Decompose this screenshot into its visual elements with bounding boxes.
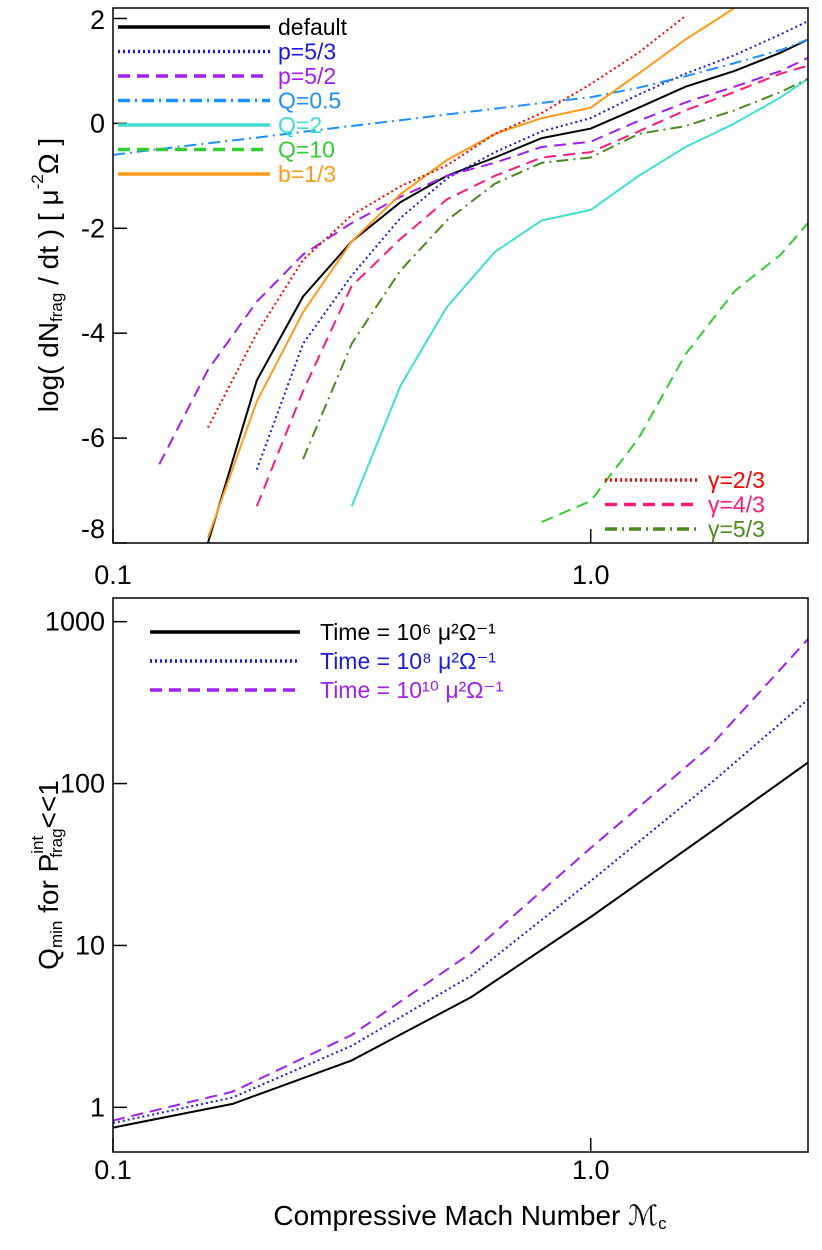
series-line — [255, 20, 808, 470]
x-tick-label: 1.0 — [572, 560, 610, 590]
label-part: / dt ) [ μ — [33, 189, 64, 292]
legend-label: Q=0.5 — [278, 88, 341, 114]
series-line — [113, 698, 808, 1124]
y-tick-label: 10 — [75, 930, 105, 960]
series-line — [113, 638, 808, 1122]
label-part: log( dN — [33, 322, 64, 412]
series-line — [302, 77, 808, 460]
legend-label: p=5/2 — [278, 63, 336, 89]
series-line — [113, 38, 808, 156]
label-part: frag — [47, 293, 66, 322]
label-part: frag — [47, 828, 66, 857]
label-part: -2 — [28, 174, 47, 189]
label-part: <<1 — [33, 780, 64, 828]
y-axis-label: log( dNfrag / dt ) [ μ-2Ω ] — [28, 138, 66, 412]
series-line — [158, 56, 808, 465]
legend-label: Time = 10⁶ μ²Ω⁻¹ — [320, 619, 496, 645]
y-tick-label: -6 — [81, 423, 105, 453]
series-line — [350, 77, 808, 507]
y-axis-label: Qmin for Pintfrag<<1 — [28, 780, 66, 970]
legend-label: Time = 10⁸ μ²Ω⁻¹ — [320, 648, 496, 674]
y-tick-label: -8 — [81, 514, 105, 544]
x-tick-label: 0.1 — [94, 1155, 132, 1185]
legend-label: γ=4/3 — [708, 492, 765, 518]
series-line — [206, 8, 736, 539]
label-part: Compressive Mach Number ℳ — [273, 1200, 658, 1231]
series-line — [206, 38, 808, 543]
y-tick-label: 1000 — [45, 607, 105, 637]
series-line — [207, 15, 687, 429]
label-part: c — [658, 1214, 667, 1233]
y-tick-label: 2 — [90, 5, 105, 35]
legend-label: γ=5/3 — [708, 516, 765, 542]
label-part: Ω ] — [33, 138, 64, 175]
x-tick-label: 1.0 — [572, 1155, 610, 1185]
legend-label: b=1/3 — [278, 161, 336, 187]
y-tick-label: 1 — [90, 1092, 105, 1122]
y-tick-label: 0 — [90, 108, 105, 138]
plot-frame — [112, 597, 809, 1153]
label-part: int — [28, 835, 47, 853]
legend-label: Time = 10¹⁰ μ²Ω⁻¹ — [320, 677, 504, 703]
label-part: for P — [33, 854, 64, 921]
label-part: Q — [33, 948, 64, 970]
plot-frame — [112, 7, 809, 544]
series-line — [541, 222, 808, 523]
y-tick-label: 100 — [60, 769, 105, 799]
series-line — [113, 761, 808, 1129]
y-tick-label: -2 — [81, 213, 105, 243]
y-tick-label: -4 — [81, 318, 105, 348]
x-axis-label: Compressive Mach Number ℳc — [273, 1200, 667, 1233]
legend-label: γ=2/3 — [708, 467, 765, 493]
series-line — [255, 64, 808, 507]
legend-label: Q=2 — [278, 112, 322, 138]
x-tick-label: 0.1 — [94, 560, 132, 590]
label-part: min — [47, 921, 66, 948]
legend-label: default — [278, 14, 348, 40]
plot-lines — [113, 8, 808, 543]
legend-label: Q=10 — [278, 137, 335, 163]
plot-lines — [113, 638, 808, 1129]
legend-label: p=5/3 — [278, 39, 336, 65]
